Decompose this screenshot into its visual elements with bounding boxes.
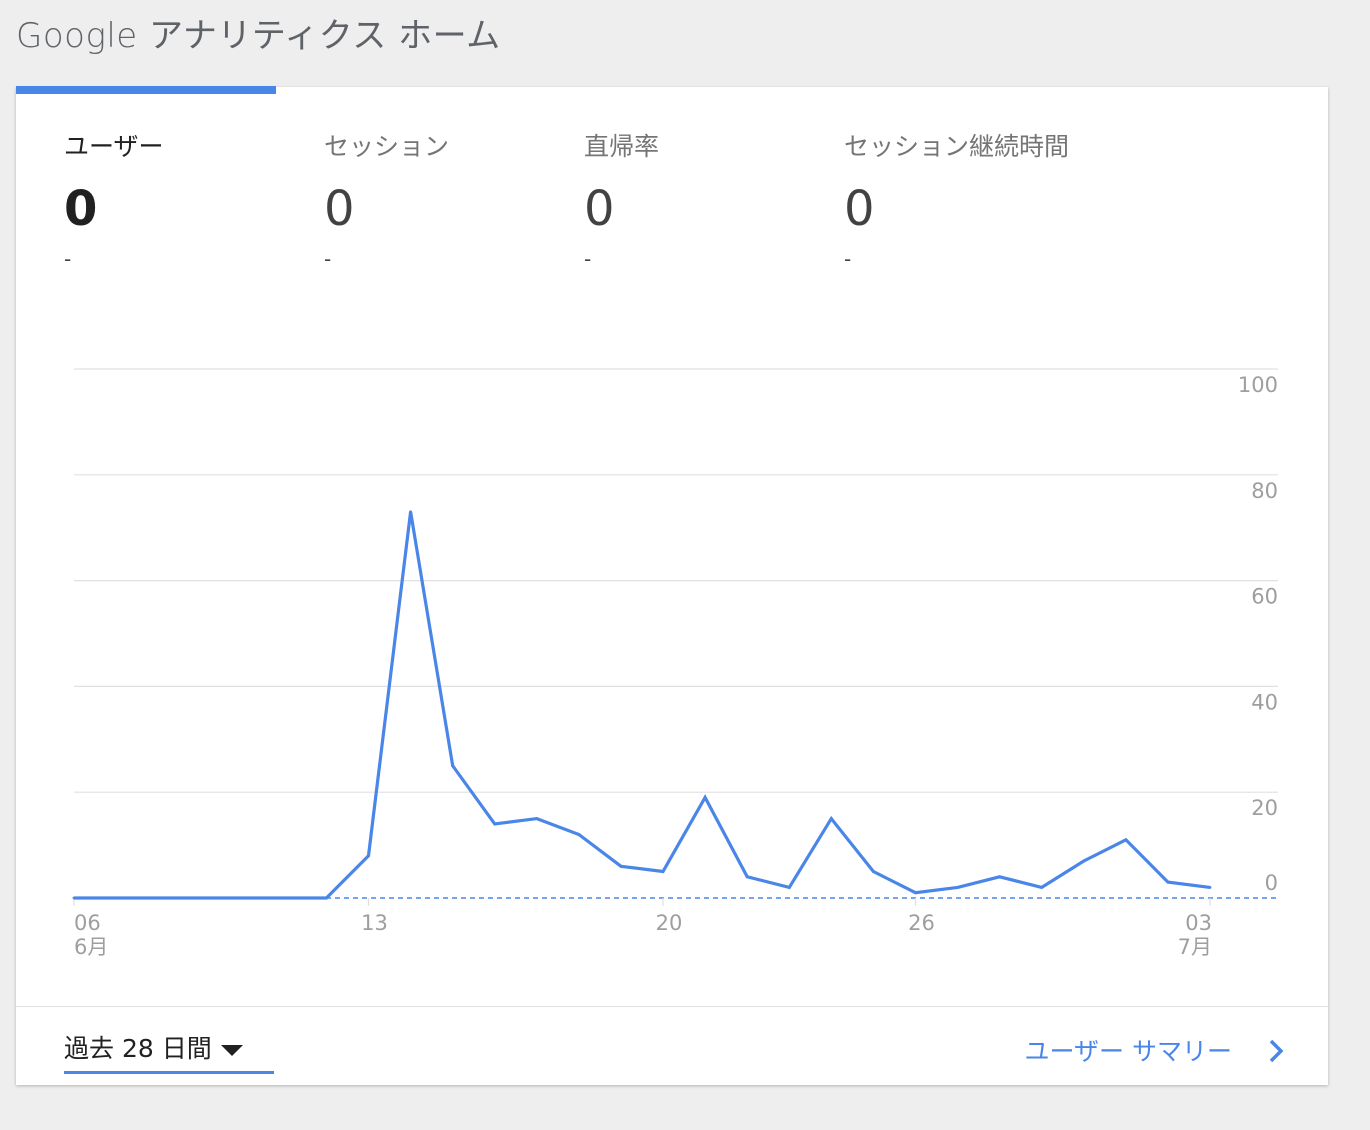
x-tick-label: 06	[74, 911, 101, 935]
data-point	[787, 886, 791, 889]
data-point	[114, 896, 118, 900]
data-point	[409, 510, 412, 514]
metric-value: 0	[324, 181, 355, 237]
data-point	[493, 822, 497, 826]
x-tick-sublabel: 7月	[1178, 935, 1212, 959]
metric-value: 0	[844, 181, 875, 237]
data-point	[619, 864, 623, 868]
metric-label: セッション	[324, 132, 450, 161]
data-point	[282, 896, 286, 900]
data-point	[577, 833, 581, 836]
data-point	[1040, 886, 1044, 889]
data-point	[198, 896, 202, 900]
y-tick-label: 60	[1251, 585, 1278, 609]
data-point	[1082, 859, 1086, 863]
data-point	[367, 854, 370, 858]
data-point	[451, 764, 455, 768]
user-summary-link[interactable]: ユーザー サマリー	[1024, 1037, 1232, 1066]
metric-tab-users[interactable]: ユーザー 0 -	[64, 127, 324, 271]
chevron-right-icon[interactable]	[1262, 1037, 1290, 1065]
data-point	[661, 870, 665, 873]
y-tick-label: 20	[1251, 796, 1278, 820]
metric-change: -	[324, 247, 332, 271]
metric-value: 0	[64, 181, 98, 237]
data-point	[535, 817, 539, 821]
metric-label: 直帰率	[584, 132, 660, 161]
metric-change: -	[584, 247, 592, 271]
x-tick-label: 13	[361, 911, 388, 935]
date-range-label: 過去 28 日間	[64, 1034, 212, 1063]
x-tick-label: 20	[656, 911, 683, 935]
y-tick-label: 100	[1238, 373, 1278, 397]
metric-change: -	[844, 247, 852, 271]
data-point	[829, 817, 833, 821]
data-point	[1124, 838, 1128, 842]
data-point	[156, 896, 160, 900]
y-tick-label: 40	[1251, 690, 1278, 714]
data-point	[914, 891, 917, 895]
data-point	[956, 886, 959, 889]
data-point	[72, 896, 76, 900]
y-tick-label: 80	[1251, 479, 1278, 503]
active-metric-indicator	[16, 86, 276, 94]
y-tick-label: 0	[1265, 871, 1278, 895]
metric-value: 0	[584, 181, 615, 237]
caret-down-icon	[221, 1045, 243, 1056]
metric-tab-sessions[interactable]: セッション 0 -	[324, 127, 584, 271]
x-tick-sublabel: 6月	[74, 935, 108, 959]
data-point	[240, 896, 244, 900]
data-point	[325, 896, 328, 900]
data-point	[1208, 886, 1212, 889]
date-range-dropdown[interactable]: 過去 28 日間	[64, 1027, 274, 1074]
data-point	[998, 875, 1002, 879]
metric-label: セッション継続時間	[844, 132, 1070, 161]
page-title: Google アナリティクス ホーム	[16, 16, 501, 56]
metric-change: -	[64, 247, 72, 271]
footer-divider	[16, 1006, 1328, 1007]
metric-tab-bounce-rate[interactable]: 直帰率 0 -	[584, 127, 844, 271]
data-point	[1166, 880, 1170, 884]
analytics-home-card: ユーザー 0 - セッション 0 - 直帰率 0 - セッション継続時間 0 -…	[16, 86, 1328, 1085]
metric-label: ユーザー	[64, 132, 164, 161]
data-point	[703, 796, 707, 799]
x-tick-label: 26	[908, 911, 935, 935]
x-tick-label: 03	[1185, 911, 1212, 935]
data-point	[872, 870, 875, 873]
data-point	[745, 875, 749, 879]
metric-tab-session-duration[interactable]: セッション継続時間 0 -	[844, 127, 1104, 271]
series-line	[74, 511, 1211, 900]
